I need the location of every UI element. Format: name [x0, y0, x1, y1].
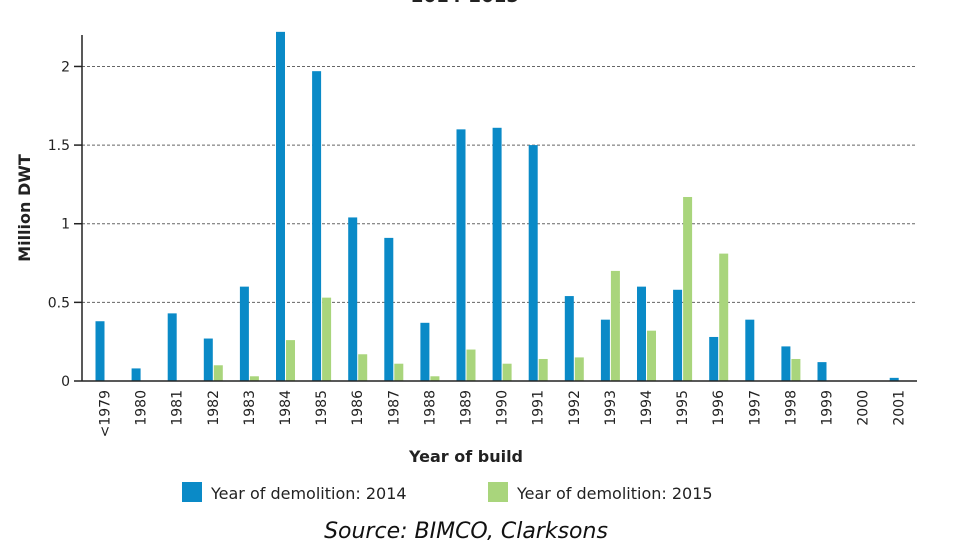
source-note: Source: BIMCO, Clarksons: [324, 519, 608, 540]
x-tick-label: 1997: [747, 390, 763, 426]
bar-2014-1984: [276, 31, 285, 381]
bar-2015-1991: [538, 358, 548, 381]
x-tick-label: 1994: [639, 390, 655, 426]
bar-2014-1990: [492, 127, 502, 381]
y-tick-label: 0.5: [48, 295, 70, 311]
x-tick-labels: <1979 1980 1981 1982 1983 1984 1985 1986 1987 198…: [98, 390, 908, 437]
bar-2015-1994: [647, 330, 656, 381]
bar-2015-1985: [322, 297, 332, 381]
x-tick-label: 1990: [495, 390, 511, 426]
bar-2014-<1979: [95, 321, 105, 381]
bar-2015-1986: [358, 354, 368, 381]
x-tick-label: 1981: [170, 390, 186, 426]
legend-label-2014: Year of demolition: 2014: [210, 484, 407, 503]
bar-2014-1986: [348, 217, 358, 381]
bar-2014-1988: [420, 322, 430, 381]
x-tick-label: 1985: [314, 390, 330, 426]
bar-2015-1996: [719, 253, 729, 381]
x-tick-label: 1986: [350, 390, 366, 426]
legend: Year of demolition: 2014 Year of demolit…: [182, 482, 713, 503]
bar-2014-1987: [384, 237, 394, 381]
x-tick-label: 1991: [531, 390, 547, 426]
bar-2014-1999: [817, 362, 827, 381]
x-tick-label: 1999: [820, 390, 836, 426]
x-tick-label: 1980: [134, 390, 150, 426]
bar-2015-1987: [394, 363, 404, 381]
bar-2015-1984: [286, 340, 295, 381]
x-tick-label: 1989: [459, 390, 475, 426]
chart-title: 2014-2015: [411, 0, 519, 7]
bar-2014-1998: [781, 346, 791, 381]
bar-2014-1989: [456, 129, 466, 381]
bars: [95, 31, 899, 381]
bar-2015-1990: [502, 363, 512, 381]
bar-2014-1981: [167, 313, 177, 381]
bar-2015-1983: [249, 376, 259, 381]
y-tick-label: 2: [61, 59, 70, 75]
x-axis-title: Year of build: [408, 447, 523, 466]
bar-2015-1998: [791, 358, 801, 381]
bar-2014-1980: [131, 368, 141, 381]
x-tick-label: 1984: [278, 390, 294, 426]
bar-2014-1992: [564, 296, 574, 381]
bar-2015-1995: [683, 196, 693, 381]
y-tick-labels: 0 0.5 1 1.5 2: [48, 59, 82, 390]
y-tick-label: 0: [61, 374, 70, 390]
bar-2015-1982: [213, 365, 223, 381]
x-tick-label: 1998: [783, 390, 799, 426]
bar-2014-1983: [239, 286, 249, 381]
bar-2014-1995: [673, 289, 683, 381]
x-tick-label: 2000: [856, 390, 872, 426]
x-tick-label: 1987: [386, 390, 402, 426]
x-tick-label: 1983: [242, 390, 258, 426]
bar-2014-1997: [745, 319, 755, 381]
bar-2015-1993: [610, 270, 620, 381]
y-axis-title: Million DWT: [15, 154, 34, 262]
bar-2014-2001: [889, 377, 899, 381]
x-tick-label: 1993: [603, 390, 619, 426]
x-tick-label: <1979: [98, 390, 114, 437]
x-tick-label: 1995: [675, 390, 691, 426]
bar-2014-1982: [203, 338, 213, 381]
legend-label-2015: Year of demolition: 2015: [516, 484, 713, 503]
x-tick-label: 1992: [567, 390, 583, 426]
legend-swatch-2015: [488, 482, 508, 502]
bar-2014-1985: [312, 71, 322, 381]
y-tick-label: 1.5: [48, 138, 70, 154]
x-tick-label: 1988: [422, 390, 438, 426]
x-tick-label: 1982: [206, 390, 222, 426]
x-tick-label: 1996: [711, 390, 727, 426]
bar-2015-1989: [466, 349, 476, 381]
x-tick-label: 2001: [892, 390, 908, 426]
bar-2014-1991: [528, 145, 538, 381]
y-tick-label: 1: [61, 217, 70, 233]
bar-2015-1988: [430, 376, 440, 381]
legend-swatch-2014: [182, 482, 202, 502]
bar-2015-1992: [574, 357, 584, 381]
bar-2014-1994: [637, 286, 646, 381]
bar-2014-1993: [600, 319, 610, 381]
bar-2014-1996: [709, 336, 719, 381]
